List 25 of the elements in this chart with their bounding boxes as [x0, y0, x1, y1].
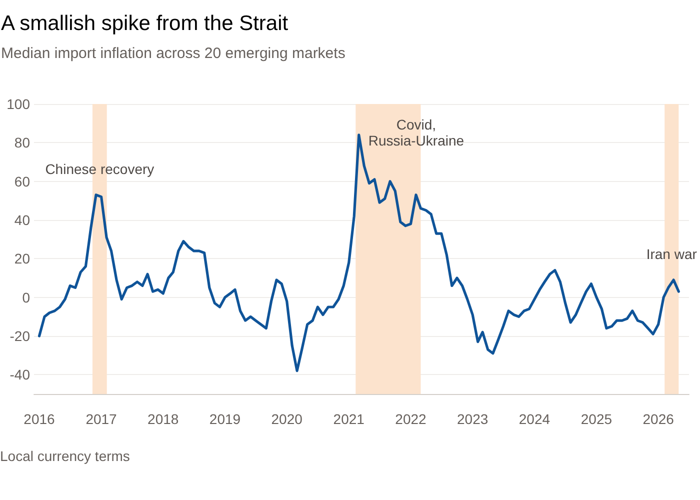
- x-tick-label: 2017: [86, 411, 118, 427]
- y-tick-label: 100: [6, 96, 30, 112]
- y-tick-label: -20: [10, 328, 30, 344]
- band-label: Iran war: [646, 246, 698, 262]
- chart-title: A smallish spike from the Strait: [1, 12, 288, 35]
- chart-subtitle: Median import inflation across 20 emerging markets: [1, 45, 346, 62]
- band-label: Chinese recovery: [45, 160, 154, 177]
- x-tick-label: 2025: [580, 411, 612, 427]
- x-tick-label: 2016: [24, 411, 56, 427]
- x-tick-label: 2026: [642, 411, 674, 427]
- band-label: Covid, Russia-Ukraine: [368, 116, 464, 149]
- x-tick-label: 2018: [148, 411, 179, 427]
- x-tick-label: 2023: [457, 411, 488, 427]
- x-tick-label: 2021: [333, 411, 365, 427]
- x-tick-label: 2019: [209, 411, 241, 427]
- x-tick-label: 2020: [271, 411, 303, 427]
- y-tick-label: 20: [14, 250, 30, 267]
- y-tick-label: 0: [22, 289, 30, 306]
- y-tick-label: 80: [14, 134, 30, 151]
- x-tick-label: 2022: [395, 411, 427, 427]
- y-tick-label: -40: [10, 366, 30, 383]
- x-tick-label: 2024: [518, 411, 550, 427]
- y-tick-label: 40: [14, 212, 30, 228]
- text: Local currency terms: [0, 448, 130, 464]
- y-tick-label: 60: [14, 173, 30, 190]
